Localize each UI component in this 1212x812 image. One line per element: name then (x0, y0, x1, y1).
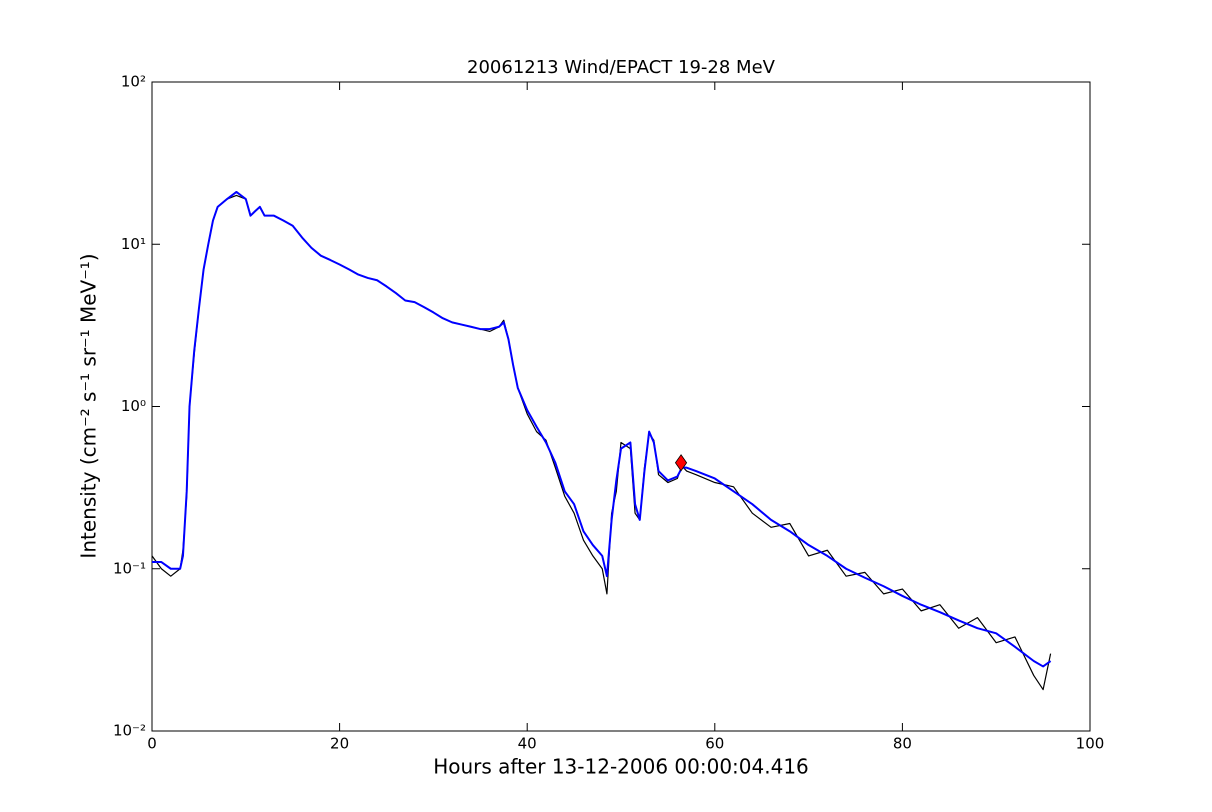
series-line (151, 194, 1052, 691)
plot-frame (151, 81, 1091, 732)
series-line (152, 190, 1052, 668)
x-tick-label: 60 (705, 735, 724, 753)
x-tick-label: 20 (330, 735, 349, 753)
x-tick-label: 40 (518, 735, 537, 753)
y-tick-label: 10² (121, 73, 146, 91)
y-tick-label: 10¹ (121, 235, 146, 253)
chart-title: 20061213 Wind/EPACT 19-28 MeV (467, 57, 776, 78)
x-tick-label: 100 (1076, 735, 1105, 753)
y-axis-label: Intensity (cm⁻² s⁻¹ sr⁻¹ MeV⁻¹) (77, 253, 101, 558)
x-tick-label: 0 (147, 735, 157, 753)
x-tick-label: 80 (893, 735, 912, 753)
x-axis-label: Hours after 13-12-2006 00:00:04.416 (433, 755, 809, 779)
y-tick-label: 10⁻¹ (113, 559, 146, 577)
marker (674, 454, 688, 472)
y-tick-label: 10⁻² (113, 722, 146, 740)
y-tick-label: 10⁰ (121, 397, 146, 415)
